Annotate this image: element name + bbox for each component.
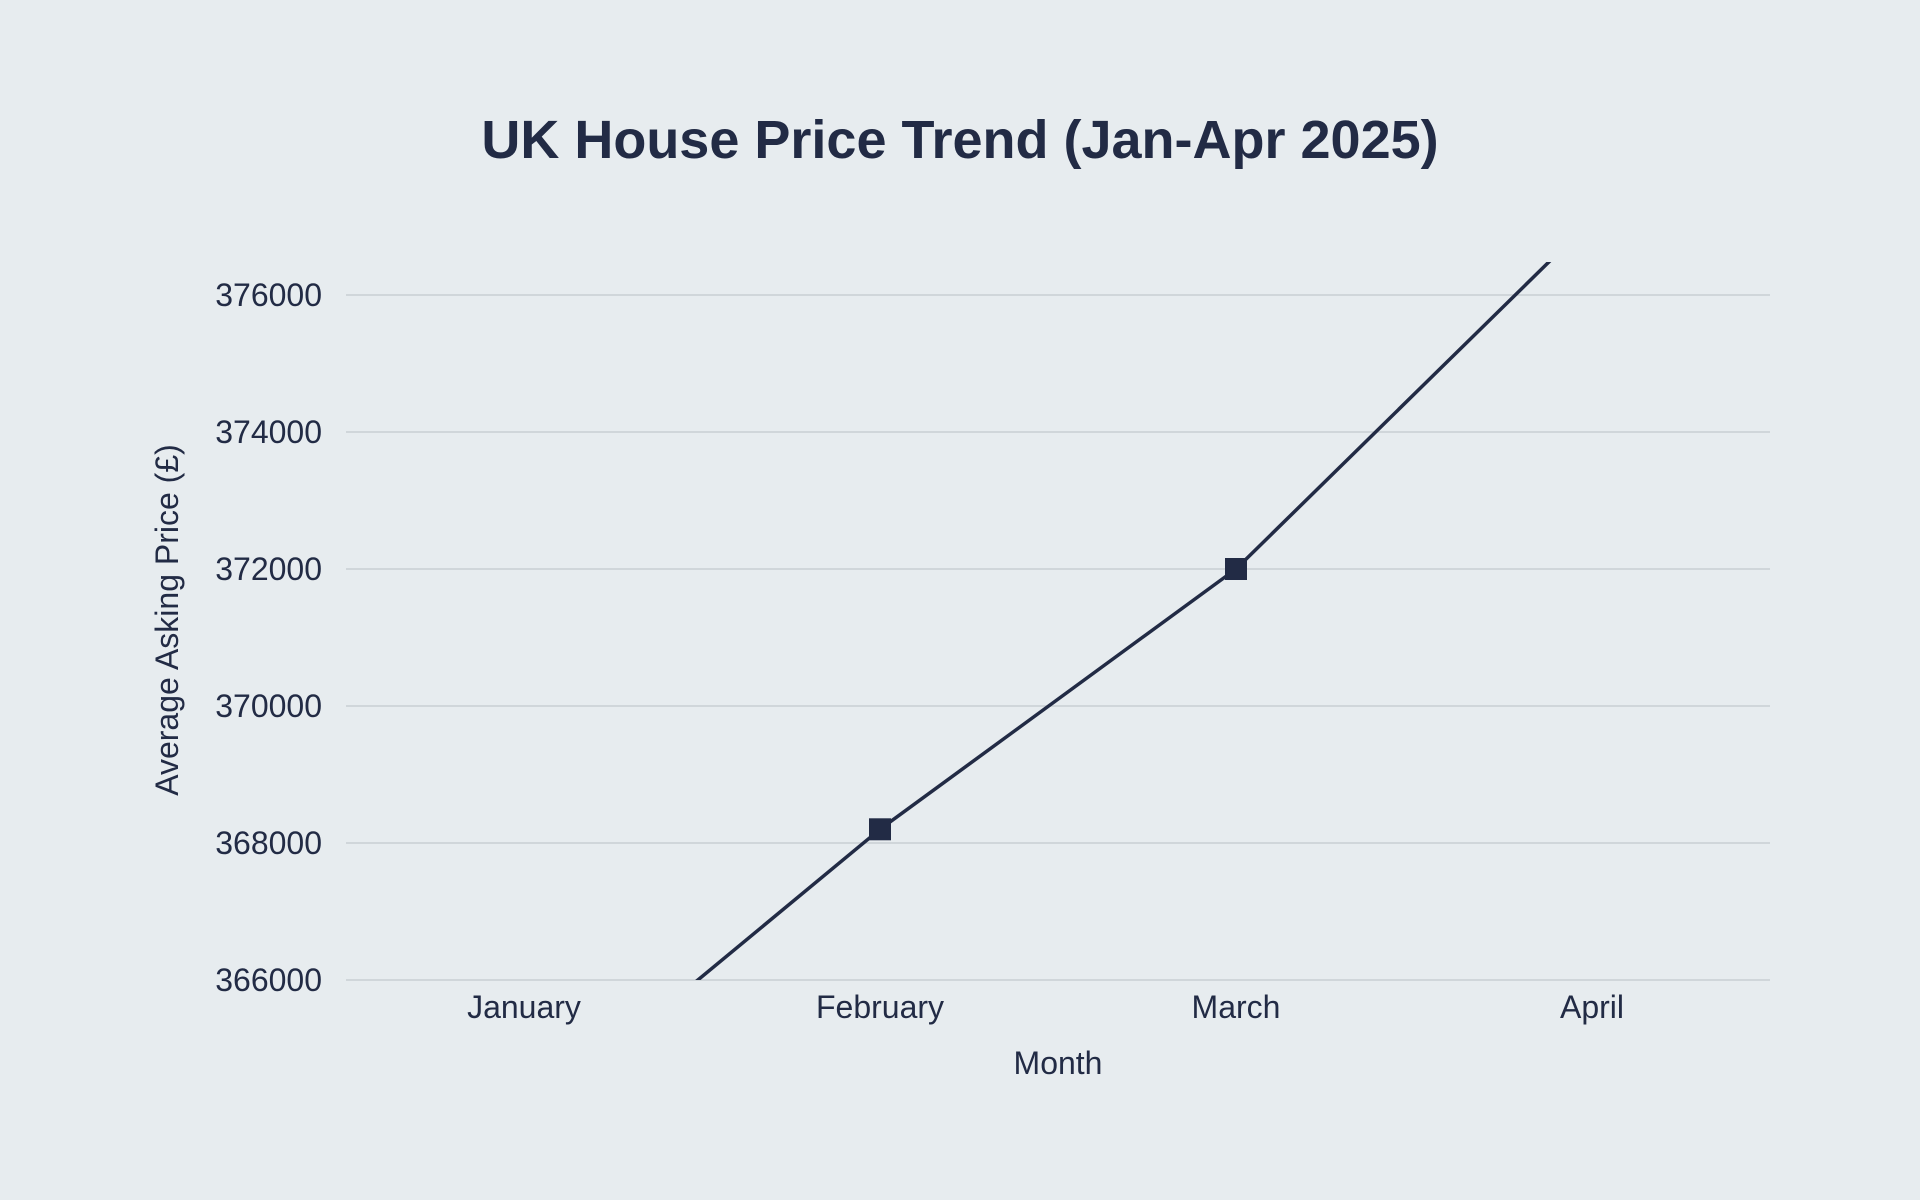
y-axis-title: Average Asking Price (£) (149, 444, 185, 796)
y-tick-label: 370000 (215, 688, 322, 724)
x-tick-label: March (1192, 989, 1281, 1025)
y-tick-label: 374000 (215, 414, 322, 450)
data-point-marker (1225, 558, 1247, 580)
grid-lines (346, 294, 1770, 981)
marker-group (869, 558, 1247, 841)
x-axis-title: Month (1014, 1045, 1103, 1081)
y-tick-label: 366000 (215, 962, 322, 998)
y-tick-label: 368000 (215, 825, 322, 861)
x-tick-label: January (467, 989, 581, 1025)
y-axis-ticks: 366000 368000 370000 372000 374000 376000 (215, 277, 322, 998)
x-axis-ticks: January February March April (467, 989, 1624, 1025)
y-tick-label: 376000 (215, 277, 322, 313)
series-group (695, 262, 1552, 980)
x-tick-label: February (816, 989, 944, 1025)
chart-title: UK House Price Trend (Jan-Apr 2025) (481, 110, 1438, 170)
x-tick-label: April (1560, 989, 1624, 1025)
series-line (695, 262, 1552, 980)
data-point-marker (869, 818, 891, 841)
y-tick-label: 372000 (215, 551, 322, 587)
